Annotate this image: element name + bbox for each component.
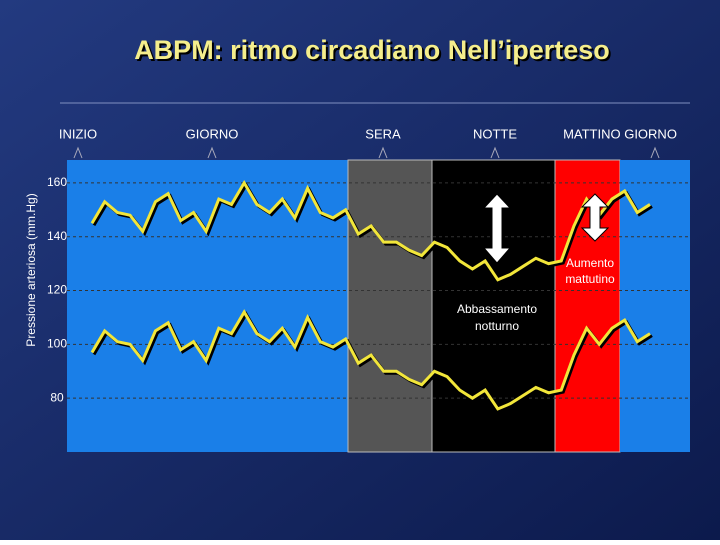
y-tick-label: 120 xyxy=(47,283,67,297)
plot: 80 100 120 140 160 INIZIO GIORNO SERA NOTTE MATTI… xyxy=(47,126,690,413)
period-label: MATTINO GIORNO xyxy=(563,126,677,141)
period-caret xyxy=(73,146,83,159)
period-label: SERA xyxy=(365,126,401,141)
y-axis-label: Pressione arteriosa (mm.Hg) xyxy=(24,193,38,346)
period-caret xyxy=(378,146,388,159)
annotation-line: Abbassamento xyxy=(457,302,537,316)
night-arrow xyxy=(482,193,512,264)
period-caret xyxy=(207,146,217,159)
annotation-line: Aumento xyxy=(566,256,614,270)
period-label: NOTTE xyxy=(473,126,517,141)
title-shadow: ABPM: ritmo circadiano Nell’iperteso xyxy=(136,37,612,67)
period-caret xyxy=(650,146,660,159)
y-tick-label: 160 xyxy=(47,175,67,189)
period-label: GIORNO xyxy=(186,126,239,141)
y-tick-label: 80 xyxy=(50,390,64,404)
band-day2 xyxy=(620,160,690,452)
line xyxy=(90,309,651,411)
band-evening xyxy=(347,159,433,453)
morning-arrow xyxy=(580,193,610,242)
arrows xyxy=(482,193,610,264)
annotation-line: notturno xyxy=(475,319,519,333)
line xyxy=(90,179,651,282)
chart-title: ABPM: ritmo circadiano Nell’iperteso xyxy=(134,35,610,65)
y-tick-label: 140 xyxy=(47,229,67,243)
annotation-line: mattutino xyxy=(565,272,615,286)
period-label: INIZIO xyxy=(59,126,97,141)
period-caret xyxy=(490,146,500,159)
y-tick-label: 100 xyxy=(47,337,67,351)
